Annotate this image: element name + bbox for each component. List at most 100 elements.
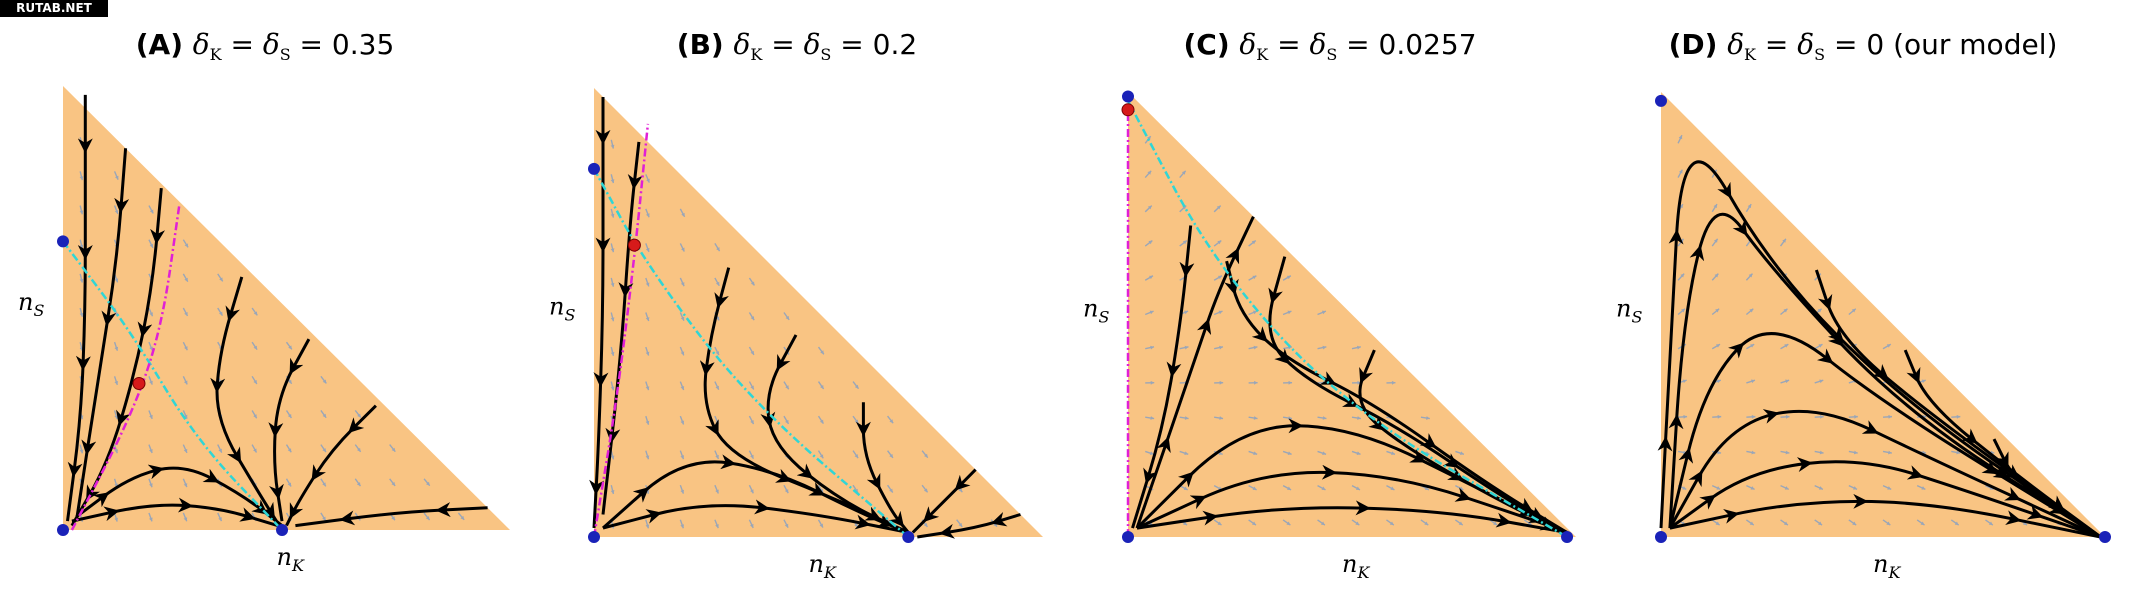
delta-symbol: δ <box>1309 28 1326 61</box>
field-arrowhead <box>716 247 720 252</box>
delta-subscript-s: S <box>1326 45 1337 64</box>
delta-symbol: δ <box>804 28 821 61</box>
field-arrowhead <box>646 213 650 218</box>
fixed-point <box>57 235 69 248</box>
field-arrowhead <box>1286 275 1291 280</box>
field-arrowhead <box>1678 135 1683 140</box>
delta-subscript-s: S <box>1814 45 1825 64</box>
field-arrowhead <box>357 413 361 418</box>
delta-symbol: δ <box>1727 28 1744 61</box>
x-axis-subscript: K <box>823 563 837 582</box>
trajectory-line <box>75 464 283 527</box>
watermark-logo: RUTAB.NET <box>0 0 108 17</box>
fixed-point <box>588 162 600 175</box>
field-arrowhead <box>426 481 430 486</box>
field-arrowhead <box>645 317 650 322</box>
simplex-region <box>63 86 510 530</box>
fixed-point <box>588 531 600 543</box>
field-arrowhead <box>322 413 327 418</box>
fixed-point <box>1655 94 1667 107</box>
field-arrowhead <box>1216 205 1221 210</box>
field-arrowhead <box>219 277 223 282</box>
trajectory-line <box>285 404 377 527</box>
trajectory-line <box>1136 500 1568 534</box>
field-arrowhead <box>923 523 928 528</box>
y-axis-subscript: S <box>33 301 44 320</box>
y-axis-label: nS <box>549 293 575 325</box>
x-axis-label: nK <box>1873 550 1901 582</box>
trajectory-line <box>1135 215 1255 529</box>
panel-label: (A) <box>136 28 193 61</box>
delta-equals: = <box>1268 28 1309 61</box>
trajectory-line <box>1992 438 2102 539</box>
x-axis-subscript: K <box>1356 563 1370 582</box>
field-arrowhead <box>2022 521 2027 526</box>
field-arrowhead <box>681 212 685 217</box>
field-arrowhead <box>184 346 188 351</box>
field-arrowhead <box>680 385 685 390</box>
field-arrowhead <box>645 386 650 391</box>
field-arrowhead <box>645 420 650 425</box>
saddle-point <box>627 238 641 252</box>
y-axis-subscript: S <box>1098 308 1109 327</box>
panel-title: (C) δK = δS = 0.0257 <box>1183 28 1476 64</box>
field-arrowhead <box>645 282 650 287</box>
field-arrowhead <box>1181 170 1186 175</box>
field-arrowhead <box>680 316 685 321</box>
panel-title: (D) δK = δS = 0 (our model) <box>1669 28 2058 64</box>
field-arrowhead <box>680 282 685 287</box>
trajectory-line <box>268 338 311 522</box>
delta-equals: = <box>762 28 803 61</box>
simplex-region <box>1661 92 2105 537</box>
field-arrowhead <box>184 277 188 282</box>
delta-symbol: δ <box>733 28 750 61</box>
y-axis-label: nS <box>1083 295 1109 327</box>
delta-symbol: δ <box>193 28 210 61</box>
delta-equals: = <box>222 28 263 61</box>
y-axis-subscript: S <box>1631 308 1642 327</box>
delta-value: = 0.35 <box>291 28 395 61</box>
panel-label: (B) <box>677 28 734 61</box>
stable-manifold <box>592 168 910 538</box>
delta-subscript-k: K <box>1256 45 1269 64</box>
stable-manifold <box>1126 100 1568 539</box>
delta-subscript-k: K <box>1744 45 1757 64</box>
field-arrowhead <box>924 453 928 458</box>
field-arrowhead <box>1715 521 1720 526</box>
fixed-point <box>1122 531 1134 543</box>
field-arrowhead <box>610 144 615 149</box>
field-arrowhead <box>183 380 188 385</box>
field-arrowhead <box>460 515 465 520</box>
fixed-point <box>2099 531 2111 543</box>
delta-subscript-k: K <box>750 45 763 64</box>
trajectory-line <box>295 502 488 528</box>
delta-value: = 0.2 <box>831 28 917 61</box>
fixed-point <box>276 524 289 536</box>
trajectory-line <box>589 97 611 529</box>
separatrix <box>70 205 181 531</box>
trajectories <box>66 94 488 531</box>
field-arrowhead <box>1183 521 1188 526</box>
trajectory-line <box>602 454 909 534</box>
field-arrowhead <box>114 175 119 180</box>
y-axis-label: nS <box>1616 295 1642 327</box>
trajectories <box>1657 160 2102 539</box>
field-arrowhead <box>391 447 396 452</box>
field-arrowhead <box>1678 169 1683 174</box>
delta-equals: = <box>1756 28 1797 61</box>
field-arrowhead <box>1182 240 1187 245</box>
x-axis-label: nK <box>277 543 305 575</box>
field-arrowhead <box>750 281 755 286</box>
saddle-point <box>132 376 146 390</box>
field-arrowhead <box>183 448 188 453</box>
y-axis-subscript: S <box>564 306 575 325</box>
stable-manifold <box>62 240 283 531</box>
delta-subscript-s: S <box>280 45 291 64</box>
field-arrowhead <box>1682 486 1687 490</box>
field-arrowhead <box>680 420 685 425</box>
field-arrowhead <box>610 455 615 460</box>
